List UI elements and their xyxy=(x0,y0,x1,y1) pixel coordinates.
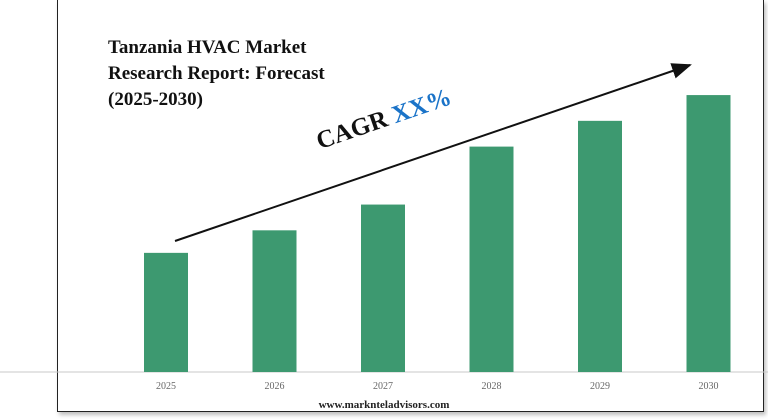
bar-2030 xyxy=(686,95,731,372)
chart-title-line-1: Tanzania HVAC Market xyxy=(108,37,307,58)
chart-frame xyxy=(57,0,764,412)
bar-2029 xyxy=(578,120,622,372)
bar-2027 xyxy=(361,204,405,372)
tick-label-2027: 2027 xyxy=(373,381,393,392)
growth-arrow xyxy=(174,63,692,242)
tick-label-2029: 2029 xyxy=(590,381,610,392)
tick-label-2028: 2028 xyxy=(482,381,502,392)
tick-label-2030: 2030 xyxy=(699,381,719,392)
bar-2028 xyxy=(469,146,514,372)
bar-series xyxy=(144,95,731,372)
bar-2025 xyxy=(144,252,188,372)
footer-url: www.marknteladvisors.com xyxy=(318,399,450,411)
bar-2026 xyxy=(252,230,297,372)
chart-title-line-2: Research Report: Forecast xyxy=(108,63,325,84)
x-tick-labels: 2025 2026 2027 2028 2029 2030 xyxy=(156,381,719,392)
tick-label-2025: 2025 xyxy=(156,381,176,392)
tick-label-2026: 2026 xyxy=(265,381,285,392)
chart-title-line-3: (2025-2030) xyxy=(108,89,203,110)
